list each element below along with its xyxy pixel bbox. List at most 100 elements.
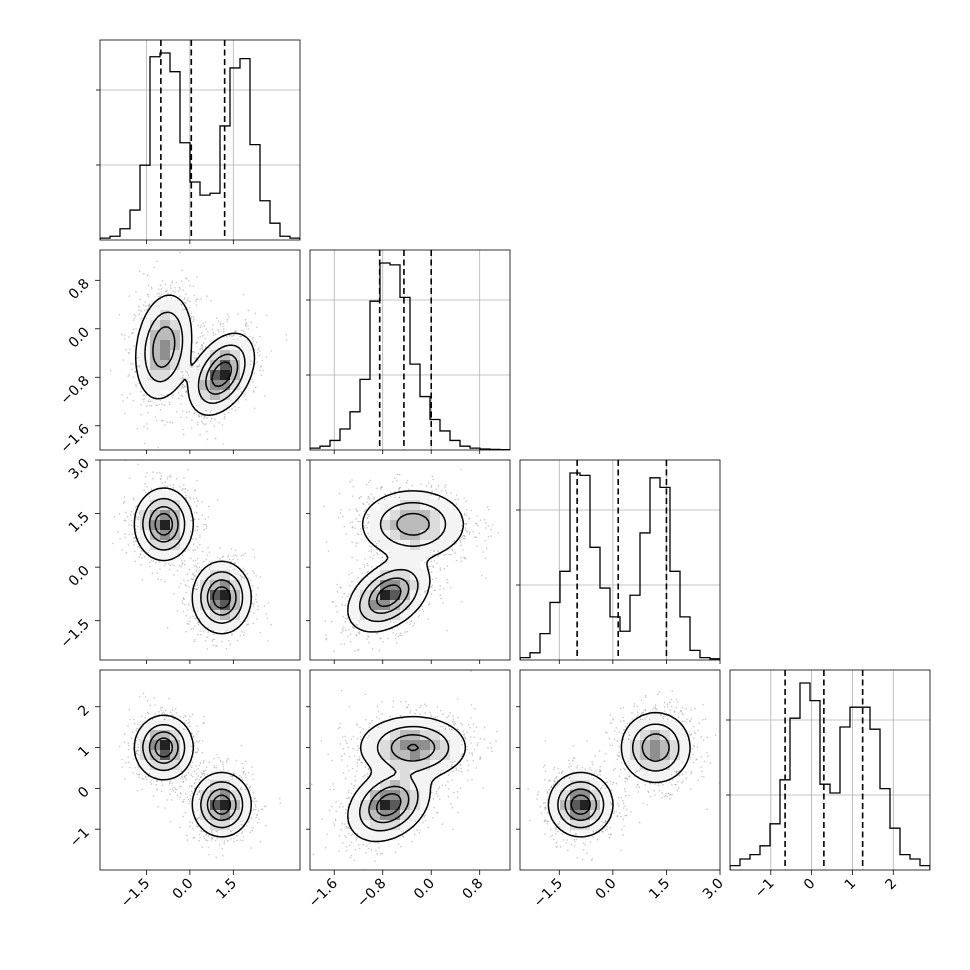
density-cell [140, 330, 151, 341]
scatter-point [411, 484, 413, 487]
scatter-point [196, 525, 198, 528]
scatter-point [228, 334, 231, 337]
scatter-point [118, 513, 121, 515]
scatter-point [183, 579, 185, 581]
scatter-point [176, 610, 179, 612]
scatter-point [349, 633, 352, 636]
scatter-point [166, 421, 168, 423]
scatter-point [206, 295, 208, 298]
scatter-point [160, 393, 163, 396]
scatter-point [197, 586, 200, 589]
scatter-point [192, 285, 195, 287]
scatter-point [138, 364, 141, 367]
scatter-point [201, 348, 204, 351]
scatter-point [444, 553, 447, 556]
scatter-point [223, 417, 226, 420]
scatter-point [186, 573, 189, 575]
histogram-line [100, 52, 300, 240]
scatter-point [197, 324, 200, 327]
contour-line [211, 361, 233, 388]
scatter-point [127, 351, 130, 354]
scatter-point [218, 331, 220, 333]
scatter-point [264, 395, 266, 397]
scatter-point [235, 555, 238, 557]
scatter-point [158, 561, 161, 563]
density-cell [220, 390, 231, 401]
scatter-point [144, 476, 147, 478]
scatter-point [200, 324, 203, 327]
scatter-point [476, 515, 478, 517]
scatter-point [223, 413, 226, 416]
scatter-point [170, 287, 172, 289]
scatter-point [209, 411, 212, 414]
scatter-point [142, 304, 145, 306]
scatter-point [265, 314, 268, 317]
scatter-point [243, 576, 246, 578]
scatter-point [431, 554, 434, 556]
density-cell [210, 390, 221, 401]
scatter-point [259, 335, 261, 338]
density-cell [150, 530, 161, 541]
scatter-point [253, 572, 255, 574]
scatter-point [374, 540, 377, 543]
scatter-point [212, 332, 215, 334]
scatter-point [219, 322, 222, 324]
scatter-point [257, 605, 260, 607]
density-cell [160, 510, 171, 521]
scatter-point [180, 378, 182, 380]
scatter-point [182, 374, 184, 377]
density-cell [150, 360, 161, 371]
scatter-point [138, 270, 141, 272]
scatter-point [457, 498, 460, 500]
density-cell [150, 330, 161, 341]
scatter-point [257, 348, 259, 351]
scatter-point [199, 326, 202, 329]
scatter-point [356, 559, 359, 561]
scatter-point [469, 517, 471, 519]
scatter-point [478, 532, 481, 535]
scatter-point [143, 425, 145, 428]
scatter-point [141, 578, 144, 581]
scatter-point [128, 523, 130, 526]
scatter-point [181, 410, 184, 413]
scatter-point [180, 583, 182, 585]
scatter-point [168, 401, 171, 404]
scatter-point [201, 422, 204, 424]
density-cell [140, 380, 151, 391]
contour-line [133, 487, 252, 635]
scatter-point [189, 616, 191, 619]
scatter-point [251, 378, 253, 381]
scatter-point [211, 328, 213, 331]
scatter-point [164, 485, 166, 488]
density-cell [170, 380, 181, 391]
density-cell [160, 300, 171, 311]
density-cell [210, 350, 221, 361]
scatter-point [193, 640, 195, 643]
scatter-point [373, 496, 375, 499]
scatter-point [373, 554, 375, 557]
scatter-point [368, 497, 371, 500]
scatter-point [131, 368, 133, 371]
scatter-point [230, 566, 232, 568]
scatter-point [182, 387, 185, 389]
density-cell [180, 530, 191, 541]
scatter-point [197, 366, 199, 368]
scatter-point [368, 521, 370, 523]
scatter-point [167, 476, 169, 478]
scatter-point [365, 524, 367, 527]
density-cell [240, 340, 251, 351]
density-cell [160, 520, 171, 531]
density-cell [200, 350, 211, 361]
scatter-point [166, 478, 169, 480]
scatter-point [232, 555, 234, 557]
scatter-point [124, 533, 127, 535]
scatter-point [476, 524, 479, 527]
scatter-point [161, 482, 164, 484]
scatter-point [185, 615, 187, 617]
scatter-point [261, 359, 264, 362]
scatter-point [490, 528, 492, 531]
scatter-point [376, 552, 378, 554]
scatter-point [340, 509, 342, 511]
scatter-point [160, 403, 163, 406]
scatter-point [199, 630, 201, 632]
